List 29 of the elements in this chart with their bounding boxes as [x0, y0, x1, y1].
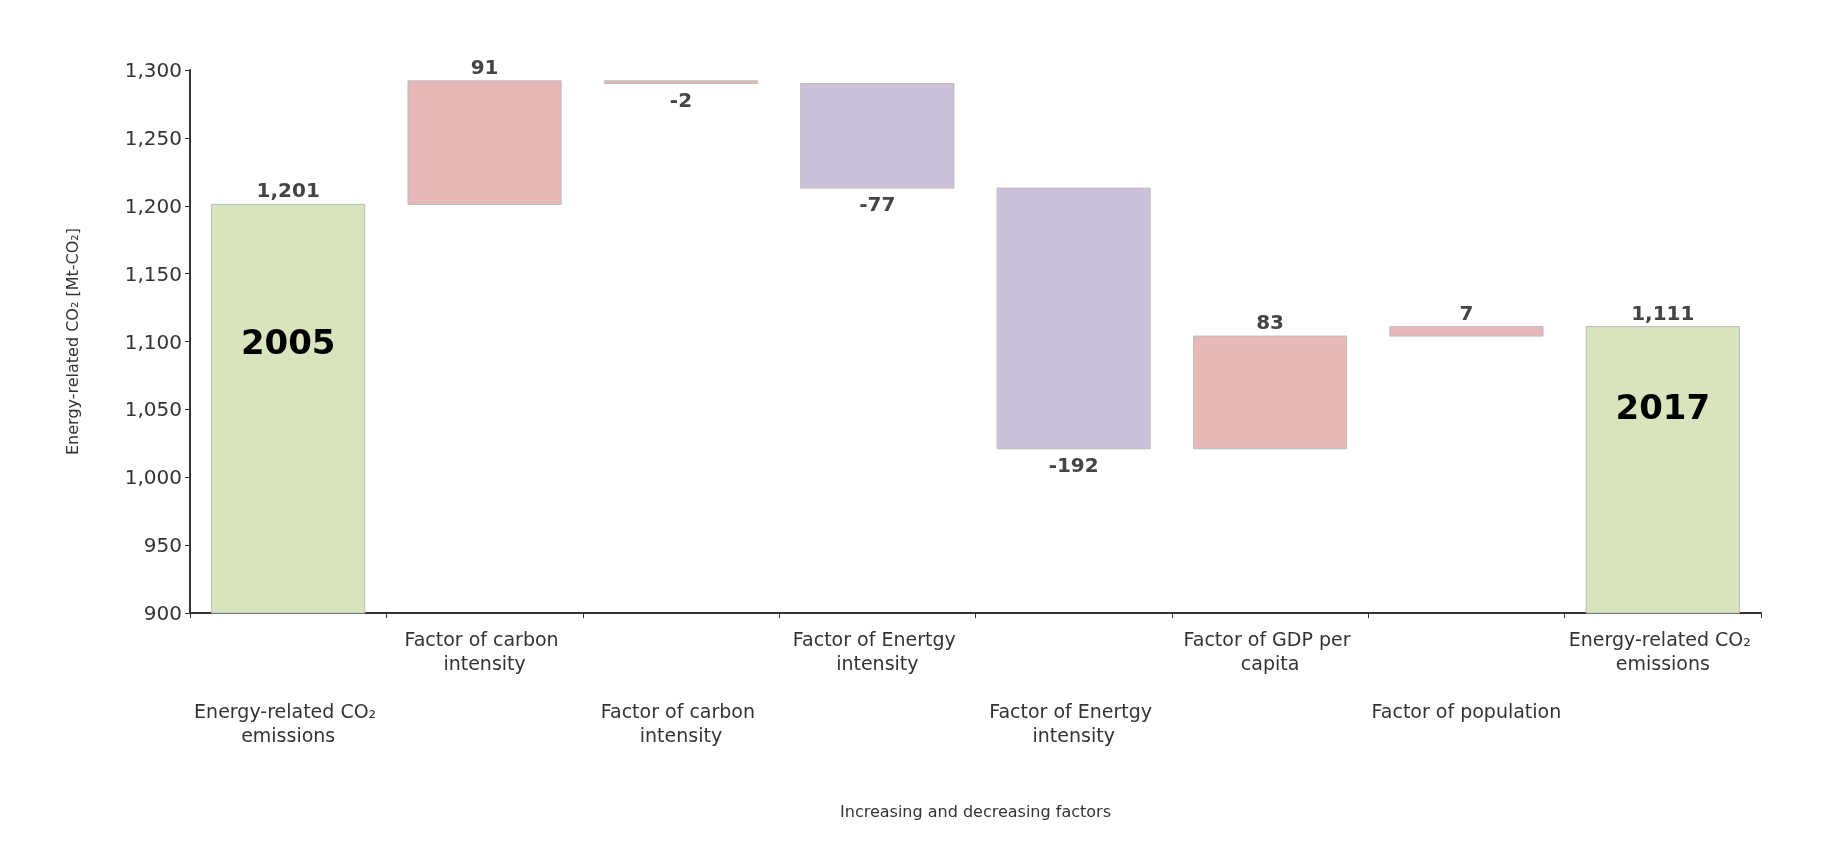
data-label: -2 — [669, 87, 693, 112]
data-label: 91 — [470, 54, 499, 79]
x-axis-title: Increasing and decreasing factors — [840, 801, 1111, 821]
x-tick-label: Factor of Enertgy intensity — [792, 628, 962, 674]
y-tick-label: 1,200 — [124, 193, 182, 218]
x-tick-label: Factor of population — [1371, 700, 1562, 722]
x-tick-label: Factor of carbon intensity — [404, 628, 565, 674]
data-label: 83 — [1256, 310, 1284, 335]
annotation: 2005 — [240, 321, 336, 362]
y-tick-label: 1,050 — [124, 397, 182, 422]
annotation: 2017 — [1615, 386, 1711, 427]
y-axis-title: Energy-related CO₂ [Mt-CO₂] — [62, 228, 82, 455]
data-label: -192 — [1048, 452, 1099, 477]
x-tick-label: Energy-related CO₂ emissions — [194, 700, 383, 746]
y-tick-label: 1,150 — [124, 261, 182, 286]
y-tick-label: 1,000 — [124, 465, 182, 490]
y-tick-label: 1,300 — [124, 58, 182, 82]
y-tick-label: 900 — [143, 601, 182, 625]
x-tick-label: Factor of GDP per capita — [1183, 628, 1357, 674]
y-tick-label: 950 — [143, 533, 182, 558]
data-label: 1,111 — [1631, 300, 1695, 325]
x-tick-label: Energy-related CO₂ emissions — [1568, 628, 1757, 674]
data-label: 1,201 — [256, 178, 320, 203]
x-tick-label: Factor of carbon intensity — [600, 700, 762, 746]
y-tick-label: 1,100 — [124, 329, 182, 354]
data-label: -77 — [859, 192, 896, 217]
data-label: 7 — [1459, 300, 1474, 325]
y-tick-label: 1,250 — [124, 125, 182, 150]
x-tick-label: Factor of Enertgy intensity — [989, 700, 1159, 746]
